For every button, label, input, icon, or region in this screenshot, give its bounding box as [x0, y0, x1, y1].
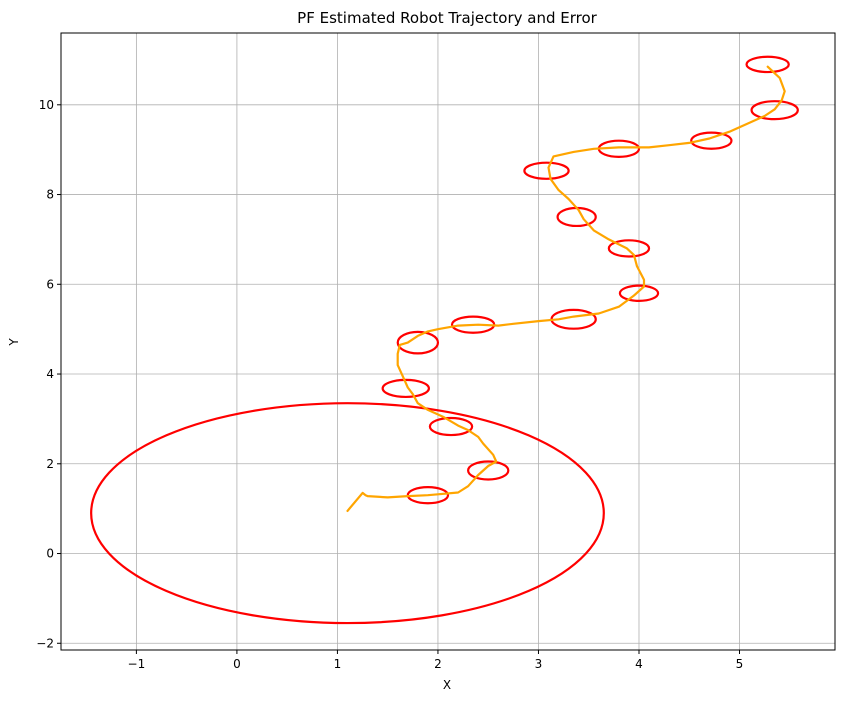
- x-axis-ticks: −1 0 1 2 3 4 5: [128, 650, 744, 671]
- chart-title: PF Estimated Robot Trajectory and Error: [297, 9, 597, 27]
- x-tick-label: 2: [434, 657, 442, 671]
- x-tick-label: 5: [736, 657, 744, 671]
- error-ellipse: [381, 378, 431, 399]
- y-tick-label: 2: [46, 457, 54, 471]
- plot-area: [90, 55, 799, 625]
- y-axis-label: Y: [7, 338, 21, 347]
- x-tick-label: 3: [535, 657, 543, 671]
- y-tick-label: 4: [46, 367, 54, 381]
- grid: [61, 33, 835, 650]
- y-tick-label: 8: [46, 188, 54, 202]
- error-ellipse: [607, 239, 651, 258]
- error-ellipse: [90, 402, 605, 625]
- error-ellipse: [750, 100, 799, 121]
- error-ellipse: [428, 416, 474, 437]
- x-tick-label: 4: [635, 657, 643, 671]
- error-ellipse: [396, 330, 440, 355]
- y-tick-label: 6: [46, 277, 54, 291]
- y-tick-label: 0: [46, 547, 54, 561]
- x-tick-label: −1: [128, 657, 146, 671]
- error-ellipse: [467, 460, 510, 481]
- error-ellipse: [690, 131, 733, 150]
- x-tick-label: 0: [233, 657, 241, 671]
- y-tick-label: −2: [36, 636, 54, 650]
- error-ellipse: [618, 284, 660, 302]
- error-ellipse: [523, 161, 570, 180]
- y-axis-ticks: −2 0 2 4 6 8 10: [36, 98, 61, 650]
- trajectory-line: [346, 65, 786, 512]
- axes-frame: [60, 32, 836, 651]
- error-ellipse: [745, 55, 790, 74]
- x-tick-label: 1: [334, 657, 342, 671]
- x-axis-label: X: [443, 678, 451, 692]
- y-tick-label: 10: [39, 98, 54, 112]
